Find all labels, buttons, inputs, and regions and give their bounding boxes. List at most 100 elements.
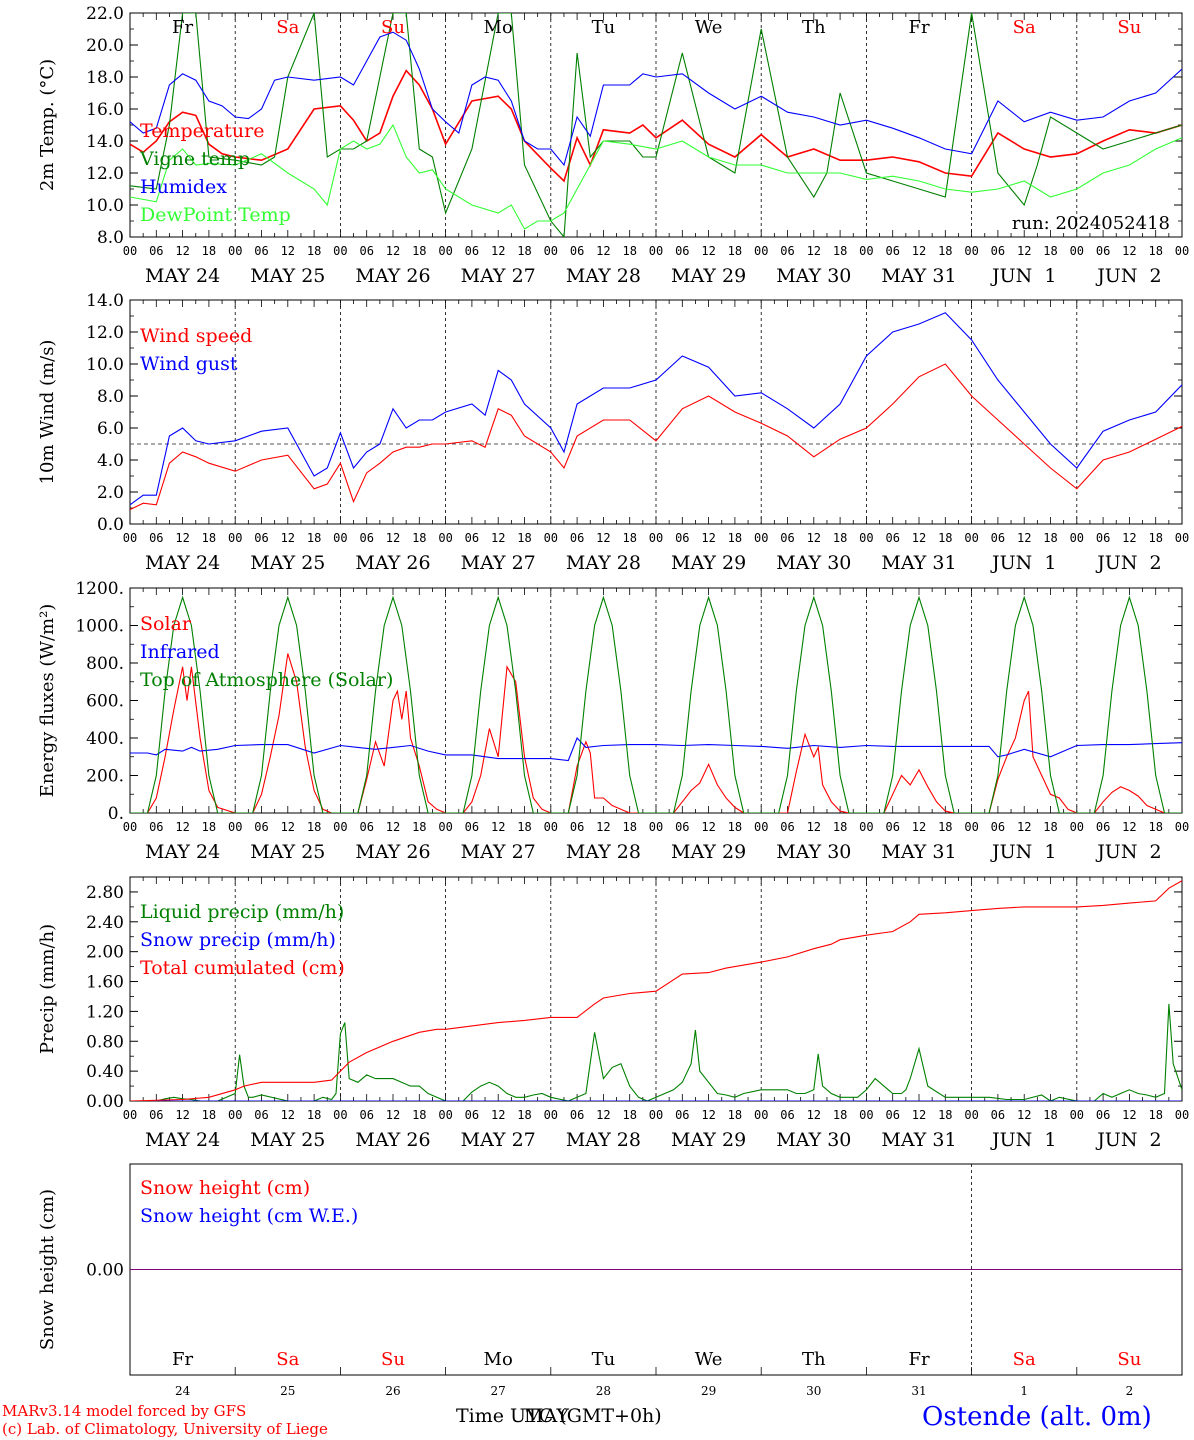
weekday-label: Sa <box>276 1349 299 1370</box>
y-tick-label: 10.0 <box>86 355 124 375</box>
y-axis-label: 10m Wind (m/s) <box>37 340 58 485</box>
weekday-label: Fr <box>172 17 193 38</box>
series-group <box>130 312 1182 511</box>
date-label: JUN 1 <box>990 265 1056 287</box>
y-tick-label: 10.0 <box>86 196 124 216</box>
y-tick-label: 2.40 <box>86 913 124 933</box>
y-tick-label: 200. <box>86 767 124 787</box>
date-label: MAY 26 <box>355 265 430 287</box>
hour-label: 12 <box>1122 1108 1136 1122</box>
hour-label: 00 <box>123 820 137 834</box>
hour-label: 18 <box>1148 820 1162 834</box>
hour-label: 06 <box>991 244 1005 258</box>
date-label: MAY 29 <box>671 841 746 863</box>
hour-label: 12 <box>1017 244 1031 258</box>
hour-label: 06 <box>570 1108 584 1122</box>
date-label: MAY 25 <box>250 265 325 287</box>
legend-entry: Wind speed <box>140 325 252 347</box>
hour-label: 06 <box>359 820 373 834</box>
hour-label: 00 <box>228 820 242 834</box>
series-line-solar <box>130 653 1182 813</box>
legend-entry: DewPoint Temp <box>140 204 291 226</box>
hour-label: 12 <box>281 1108 295 1122</box>
hour-label: 00 <box>1175 531 1189 545</box>
hour-label: 00 <box>649 244 663 258</box>
date-label: MAY 27 <box>461 552 536 574</box>
hour-label: 12 <box>281 820 295 834</box>
legend-entry: Vigne temp <box>139 148 250 170</box>
hour-label: 18 <box>622 1108 636 1122</box>
panel-3: 00 06 12 18 00 06 12 18 00 06 12 18 00 06 12 18 00 06 12 18… <box>37 579 1189 863</box>
weekday-label: Su <box>381 17 405 38</box>
hour-label: 12 <box>491 820 505 834</box>
date-label: MAY 25 <box>250 841 325 863</box>
hour-label: 00 <box>964 1108 978 1122</box>
hour-label: 12 <box>491 244 505 258</box>
y-tick-label: 16.0 <box>86 100 124 120</box>
hour-label: 00 <box>438 244 452 258</box>
date-label: MAY 28 <box>566 841 641 863</box>
footer-lab: (c) Lab. of Climatology, University of L… <box>2 1420 328 1438</box>
y-axis-label: Energy fluxes (W/m²) <box>37 604 58 798</box>
hour-label: 18 <box>833 820 847 834</box>
hour-label: 06 <box>254 244 268 258</box>
hour-label: 00 <box>859 1108 873 1122</box>
hour-label: 12 <box>701 244 715 258</box>
date-label: MAY 31 <box>881 841 956 863</box>
date-label: JUN 1 <box>990 841 1056 863</box>
hour-label: 12 <box>175 244 189 258</box>
y-tick-label: 400. <box>86 729 124 749</box>
hour-label: 18 <box>622 244 636 258</box>
hour-label: 18 <box>412 1108 426 1122</box>
hour-label: 06 <box>465 244 479 258</box>
hour-label: 06 <box>675 820 689 834</box>
y-tick-label: 12.0 <box>86 164 124 184</box>
hour-label: 12 <box>281 244 295 258</box>
footer-model: MARv3.14 model forced by GFS <box>2 1402 247 1420</box>
hour-label: 18 <box>202 244 216 258</box>
hour-label: 18 <box>728 1108 742 1122</box>
y-tick-label: 800. <box>86 654 124 674</box>
hour-label: 00 <box>438 531 452 545</box>
legend-entry: Infrared <box>140 641 220 663</box>
weekday-label: Th <box>802 17 826 38</box>
panel-2: 00 06 12 18 00 06 12 18 00 06 12 18 00 06 12 18 00 06 12 18… <box>37 291 1189 574</box>
y-tick-label: 14.0 <box>86 291 124 311</box>
series-line-wind-gust <box>130 312 1182 506</box>
series-line-wind-speed <box>130 363 1182 511</box>
hour-label: 12 <box>491 1108 505 1122</box>
date-label: MAY 24 <box>145 265 220 287</box>
hour-label: 12 <box>175 820 189 834</box>
hour-label: 18 <box>1043 1108 1057 1122</box>
hour-label: 06 <box>149 1108 163 1122</box>
date-label: MAY 28 <box>566 1129 641 1151</box>
hour-label: 00 <box>228 1108 242 1122</box>
date-label: MAY 30 <box>776 552 851 574</box>
hour-label: 06 <box>570 244 584 258</box>
hour-label: 00 <box>438 1108 452 1122</box>
weekday-label: Fr <box>908 17 929 38</box>
hour-label: 00 <box>859 531 873 545</box>
hour-label: 12 <box>807 531 821 545</box>
hour-label: 18 <box>622 531 636 545</box>
hour-label: 18 <box>307 820 321 834</box>
weekday-label: Mo <box>484 17 513 38</box>
date-label: MAY 25 <box>250 552 325 574</box>
hour-label: 18 <box>1148 244 1162 258</box>
date-label: MAY 30 <box>776 265 851 287</box>
hour-label: 00 <box>859 820 873 834</box>
hour-label: 18 <box>517 820 531 834</box>
hour-label: 00 <box>1070 531 1084 545</box>
hour-label: 00 <box>1175 244 1189 258</box>
legend-entry: Snow height (cm) <box>140 1177 310 1199</box>
hour-label: 18 <box>202 820 216 834</box>
date-label: MAY 29 <box>671 265 746 287</box>
hour-label: 00 <box>754 820 768 834</box>
hour-label: 00 <box>123 1108 137 1122</box>
weekday-label: We <box>695 17 723 38</box>
hour-label: 18 <box>1043 244 1057 258</box>
date-label: MAY 26 <box>355 1129 430 1151</box>
weekday-label: Sa <box>276 17 299 38</box>
y-tick-label: 18.0 <box>86 68 124 88</box>
date-label: MAY 28 <box>566 552 641 574</box>
